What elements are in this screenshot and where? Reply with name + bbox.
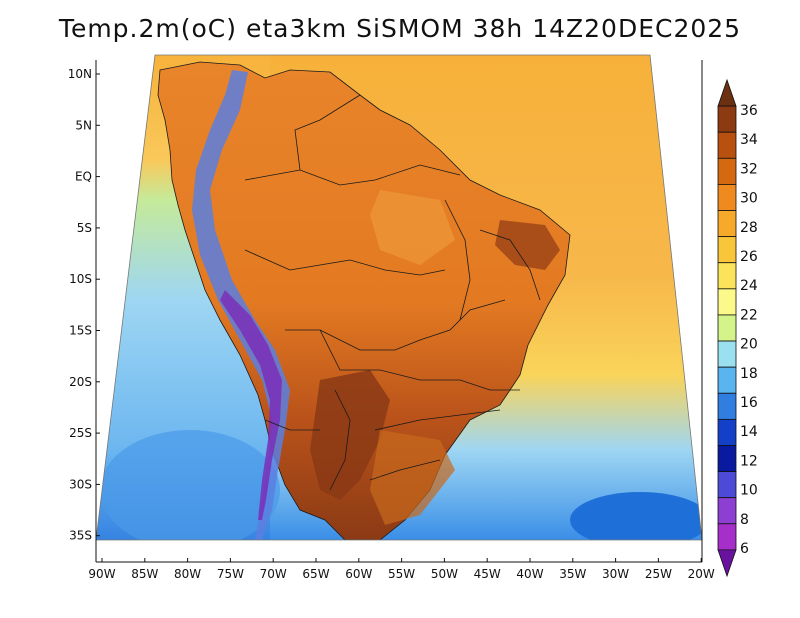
- latitude-labels: 10N 5N EQ 5S 10S 15S 20S 25S 30S 35S: [68, 67, 100, 543]
- colorbar-swatch: [717, 314, 737, 342]
- colorbar-swatch: [717, 105, 737, 133]
- country-borders: [244, 94, 541, 491]
- lat-tick-label: 5S: [77, 221, 92, 235]
- hot-northeast-zone: [495, 220, 560, 270]
- colorbar-bottom-arrow: [717, 549, 737, 578]
- lon-tick-label: 25W: [645, 567, 672, 581]
- lat-tick-label: 5N: [75, 118, 92, 132]
- colorbar-top-arrow: [717, 78, 737, 107]
- colorbar-swatch: [717, 366, 737, 394]
- cold-ocean-patch: [570, 492, 702, 540]
- lat-tick-label: 20S: [69, 375, 92, 389]
- colorbar-swatch: [717, 262, 737, 290]
- lat-tick-label: 10S: [69, 272, 92, 286]
- lon-tick-label: 80W: [174, 567, 201, 581]
- lon-tick-label: 50W: [431, 567, 458, 581]
- lon-tick-label: 90W: [88, 567, 115, 581]
- colorbar-label: 6: [740, 541, 749, 557]
- colorbar-label: 16: [740, 395, 758, 411]
- warm-amazon-zone: [370, 190, 455, 265]
- colorbar-swatch: [717, 497, 737, 525]
- map-title: Temp.2m(oC) eta3km SiSMOM 38h 14Z20DEC20…: [58, 14, 742, 43]
- colorbar-swatch: [717, 445, 737, 472]
- lon-tick-label: 75W: [217, 567, 244, 581]
- lon-tick-label: 65W: [302, 567, 329, 581]
- colorbar-label: 22: [740, 307, 758, 323]
- colorbar-swatch: [717, 392, 737, 420]
- colorbar-swatch: [717, 340, 737, 368]
- lat-tick-label: EQ: [75, 170, 92, 184]
- lon-tick-label: 35W: [559, 567, 586, 581]
- hot-pantanal-zone: [310, 370, 390, 500]
- lon-tick-label: 55W: [388, 567, 415, 581]
- colorbar: 36 34 32 30 28 26 24 22 20 18 16 14 12 10 8 6: [717, 78, 758, 578]
- colorbar-swatch: [717, 236, 737, 264]
- southern-brazil-warm: [370, 430, 455, 525]
- colorbar-label: 20: [740, 337, 758, 353]
- andes-cold-band: [192, 70, 290, 540]
- lat-tick-label: 25S: [69, 426, 92, 440]
- colorbar-label: 30: [740, 191, 758, 207]
- colorbar-label: 34: [740, 132, 758, 148]
- longitude-labels: 90W 85W 80W 75W 70W 65W 60W 55W 50W 45W 40W 35W 30W 2…: [88, 558, 715, 581]
- cold-pacific-patch: [100, 430, 280, 540]
- colorbar-label: 36: [740, 103, 758, 119]
- colorbar-swatch: [717, 471, 737, 499]
- colorbar-swatch: [717, 157, 737, 185]
- colorbar-swatch: [717, 288, 737, 316]
- lon-tick-label: 85W: [131, 567, 158, 581]
- lat-tick-label: 15S: [69, 324, 92, 338]
- colorbar-label: 32: [740, 161, 758, 177]
- andes-coldest-band: [220, 290, 282, 520]
- map-domain: [96, 55, 702, 540]
- colorbar-swatch: [717, 131, 737, 159]
- colorbar-label: 12: [740, 453, 758, 469]
- colorbar-swatch: [717, 523, 737, 551]
- lon-tick-label: 40W: [516, 567, 543, 581]
- lon-tick-label: 20W: [688, 567, 715, 581]
- colorbar-label: 14: [740, 424, 758, 440]
- colorbar-label: 26: [740, 249, 758, 265]
- lat-tick-label: 35S: [69, 529, 92, 543]
- colorbar-label: 28: [740, 220, 758, 236]
- colorbar-label: 24: [740, 278, 758, 294]
- lon-tick-label: 70W: [260, 567, 287, 581]
- colorbar-label: 8: [740, 512, 749, 528]
- lat-tick-label: 10N: [68, 67, 92, 81]
- lat-tick-label: 30S: [69, 477, 92, 491]
- colorbar-swatch: [717, 184, 737, 211]
- colorbar-swatch: [717, 418, 737, 446]
- lon-tick-label: 60W: [345, 567, 372, 581]
- colorbar-label: 18: [740, 366, 758, 382]
- colorbar-label: 10: [740, 483, 758, 499]
- colorbar-swatch: [717, 210, 737, 238]
- lon-tick-label: 30W: [602, 567, 629, 581]
- lon-tick-label: 45W: [474, 567, 501, 581]
